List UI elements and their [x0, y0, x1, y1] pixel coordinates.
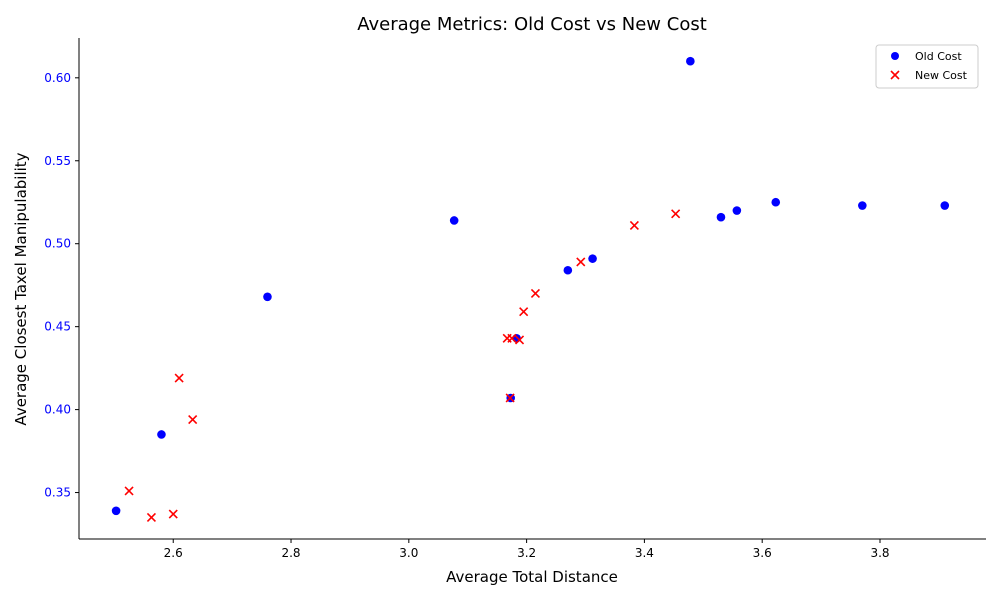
legend-marker-new-cost — [890, 70, 900, 80]
new-cost-point — [576, 257, 586, 267]
data-points — [111, 56, 950, 522]
new-cost-point — [514, 335, 525, 345]
old-cost-point — [563, 265, 573, 275]
old-cost-point — [716, 212, 726, 222]
old-cost-point — [449, 216, 459, 225]
new-cost-point — [174, 373, 184, 383]
x-tick-label: 3.2 — [517, 546, 536, 560]
y-tick-label: 0.50 — [44, 237, 71, 251]
legend: Old Cost New Cost — [875, 44, 979, 89]
new-cost-point — [146, 512, 157, 522]
y-axis-label: Average Closest Taxel Manipulability — [12, 152, 30, 425]
plot-area: 2.6 2.8 3.0 3.2 3.4 3.6 3.8 0.350.400.450.500.… — [44, 38, 986, 560]
legend-label-old-cost: Old Cost — [915, 50, 962, 63]
old-cost-point — [157, 430, 166, 439]
new-cost-point — [519, 307, 529, 317]
legend-box — [875, 44, 979, 89]
old-cost-point — [858, 201, 867, 210]
y-tick-label: 0.45 — [44, 320, 71, 334]
legend-marker-old-cost — [891, 52, 899, 60]
new-cost-point — [124, 486, 134, 496]
new-cost-point — [629, 220, 639, 231]
legend-label-new-cost: New Cost — [915, 69, 968, 82]
y-tick-label: 0.40 — [44, 403, 71, 417]
chart-title: Average Metrics: Old Cost vs New Cost — [357, 14, 707, 35]
x-tick-label: 3.6 — [753, 546, 772, 560]
new-cost-point — [530, 288, 541, 299]
y-tick-label: 0.35 — [44, 486, 71, 500]
x-axis-label: Average Total Distance — [446, 568, 618, 586]
x-tick-label: 3.0 — [399, 546, 418, 560]
y-tick-label: 0.55 — [44, 154, 71, 168]
old-cost-point — [588, 254, 597, 263]
old-cost-point — [512, 333, 521, 343]
new-cost-point — [505, 393, 515, 403]
old-cost-point — [263, 292, 272, 302]
x-tick-label: 2.8 — [281, 546, 300, 560]
x-tick-label: 3.4 — [635, 546, 654, 560]
new-cost-point — [188, 414, 198, 425]
old-cost-point — [686, 56, 695, 66]
new-cost-point — [671, 209, 681, 219]
old-cost-point — [940, 201, 950, 210]
y-tick-label: 0.60 — [44, 71, 71, 85]
new-cost-point — [168, 509, 178, 519]
old-cost-point — [111, 506, 121, 516]
new-cost-point — [507, 333, 517, 343]
old-cost-point — [732, 206, 742, 215]
x-axis-ticks: 2.6 2.8 3.0 3.2 3.4 3.6 3.8 — [164, 539, 890, 560]
x-tick-label: 2.6 — [164, 546, 183, 560]
x-tick-label: 3.8 — [870, 546, 889, 560]
y-axis-ticks: 0.35 0.40 0.45 0.50 0.55 0.60 — [44, 71, 79, 500]
old-cost-point — [771, 197, 781, 207]
